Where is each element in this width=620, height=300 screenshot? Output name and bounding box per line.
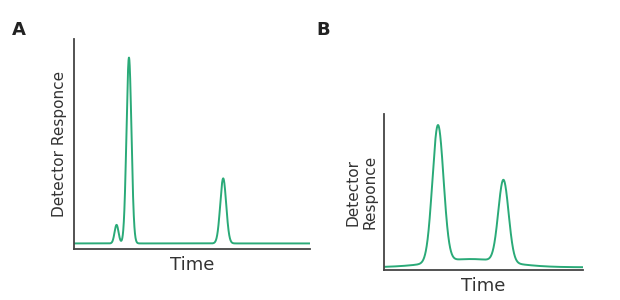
Y-axis label: Detector Responce: Detector Responce bbox=[53, 71, 68, 217]
Y-axis label: Detector
Responce: Detector Responce bbox=[345, 155, 378, 229]
X-axis label: Time: Time bbox=[170, 256, 215, 274]
Text: B: B bbox=[316, 21, 330, 39]
Text: A: A bbox=[12, 21, 26, 39]
X-axis label: Time: Time bbox=[461, 277, 506, 295]
